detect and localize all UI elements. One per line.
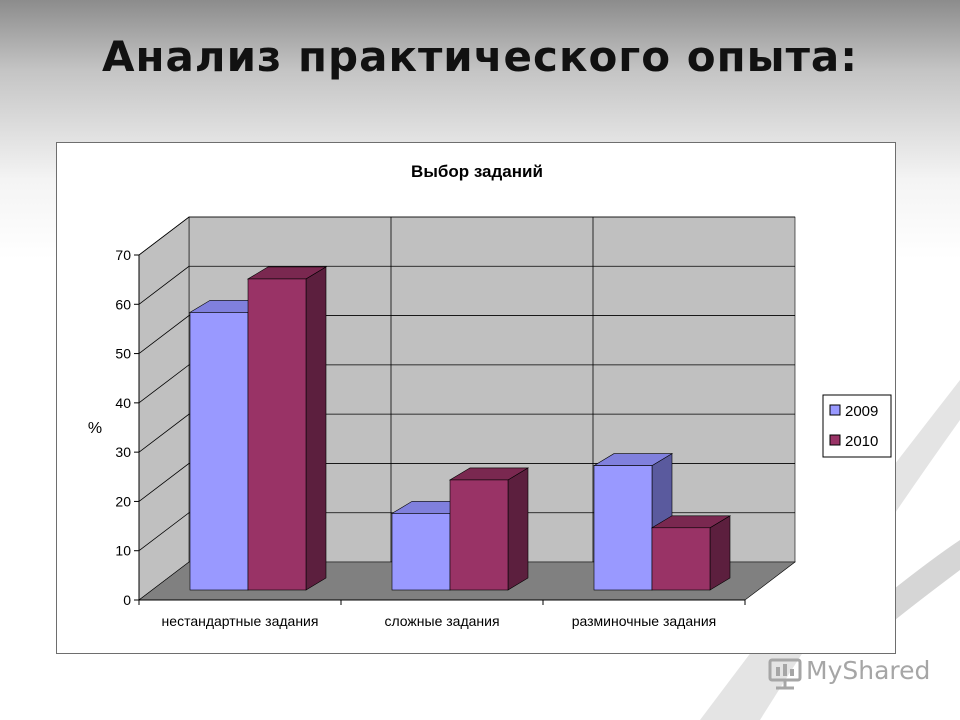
- side-wall: [138, 216, 190, 601]
- y-tick-label: 30: [115, 444, 131, 460]
- legend: 2009 2010: [822, 394, 892, 458]
- legend-swatch-2010: [829, 434, 841, 446]
- y-tick-label: 60: [115, 296, 131, 312]
- y-tick-label: 50: [115, 346, 131, 362]
- bar-chart: Выбор заданий % 0 10 20 30 40 50 60 70 нестандар…: [88, 162, 892, 629]
- bar-2010-2: [449, 479, 509, 591]
- x-tick-label: сложные задания: [384, 613, 499, 629]
- y-tick-label: 40: [115, 395, 131, 411]
- x-tick-label: разминочные задания: [572, 613, 717, 629]
- chart-title: Выбор заданий: [411, 162, 543, 181]
- y-tick-label: 70: [115, 247, 131, 263]
- bar-2010-2-side: [507, 467, 529, 591]
- bar-2010-3: [651, 527, 711, 591]
- bar-2009-3: [593, 465, 653, 591]
- y-tick-label: 10: [115, 543, 131, 559]
- x-tick-label: нестандартные задания: [162, 613, 319, 629]
- chart-frame: Выбор заданий % 0 10 20 30 40 50 60 70 нестандар…: [56, 142, 896, 654]
- bar-2009-1: [189, 312, 249, 591]
- y-tick-label: 20: [115, 493, 131, 509]
- bar-2009-2: [391, 513, 451, 591]
- legend-label-2009: 2009: [845, 403, 878, 420]
- y-axis-label: %: [88, 420, 102, 437]
- bar-2010-3-side: [709, 515, 731, 591]
- presentation-icon: [768, 658, 802, 690]
- slide-title: Анализ практического опыта:: [101, 32, 859, 81]
- legend-label-2010: 2010: [845, 433, 878, 450]
- watermark-text: MyShared: [806, 656, 931, 685]
- bar-2010-1: [247, 278, 307, 591]
- y-tick-label: 0: [123, 592, 131, 608]
- legend-swatch-2009: [829, 404, 841, 416]
- bar-2010-1-side: [305, 266, 327, 591]
